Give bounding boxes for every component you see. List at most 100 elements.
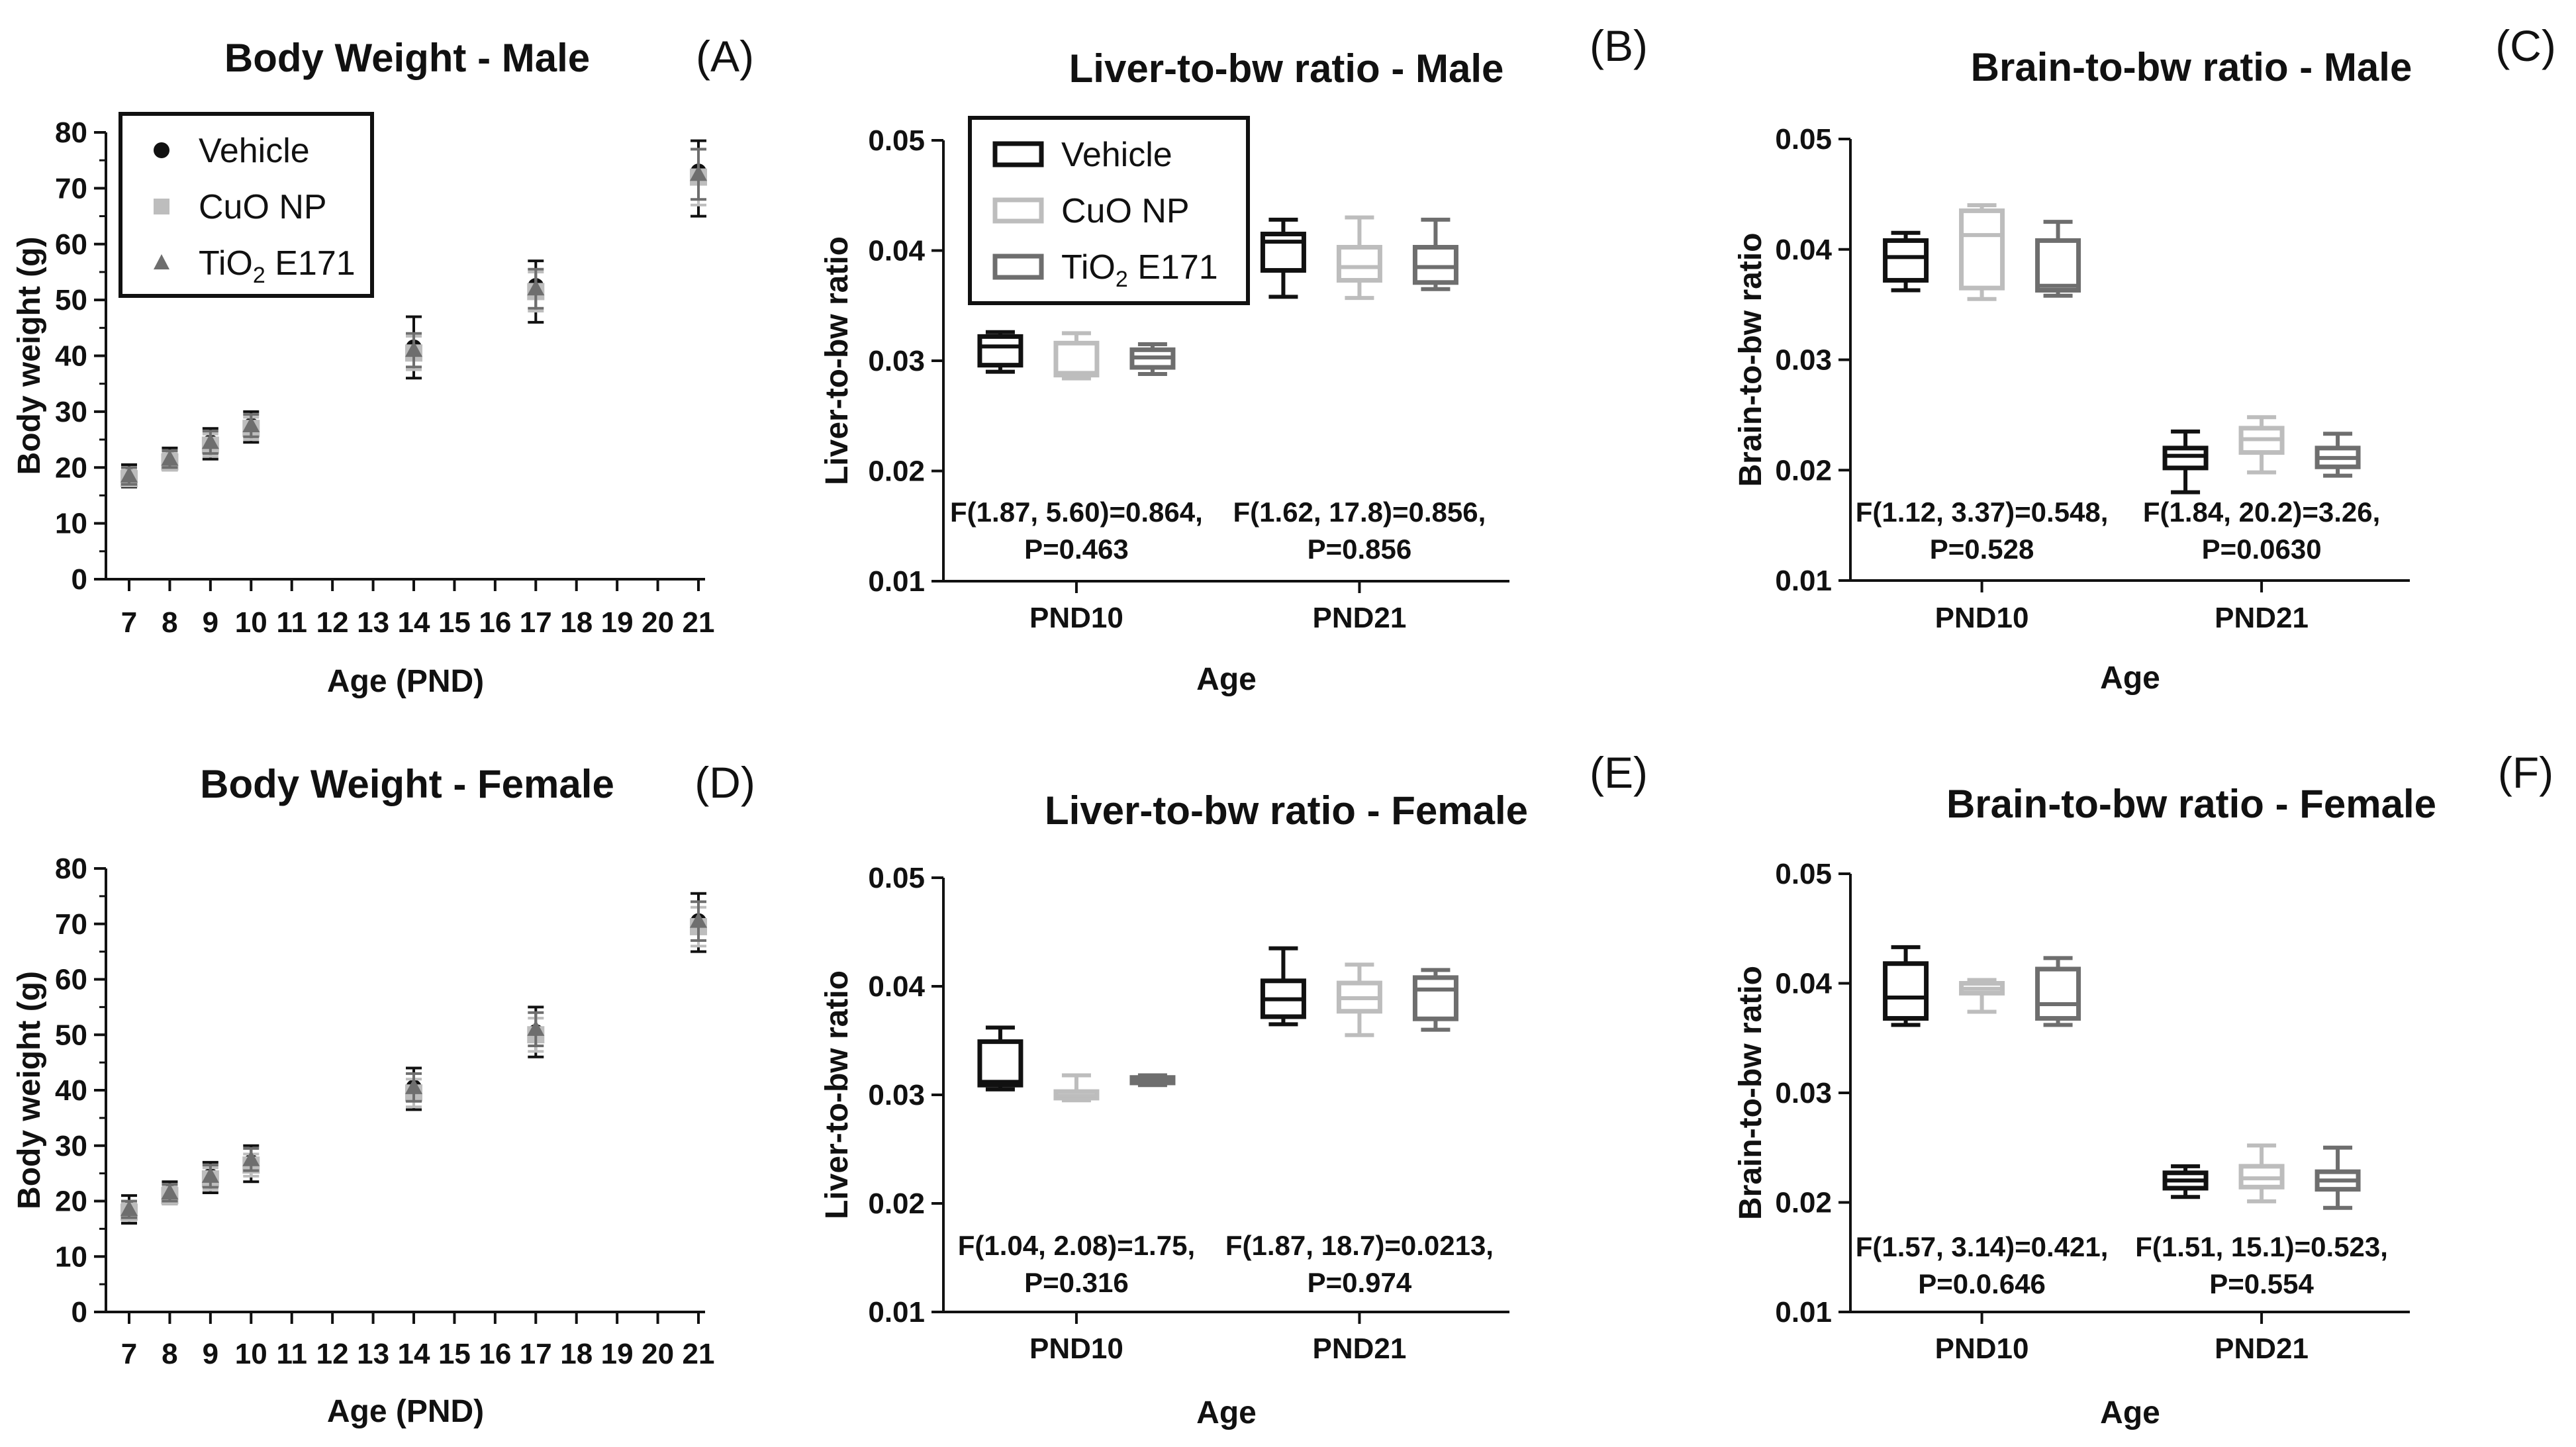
y-tick-label: 10 [55, 1240, 87, 1273]
x-axis-label: Age [1196, 1395, 1257, 1430]
data-point [527, 279, 545, 296]
panel-E: Liver-to-bw ratio - Female (E) 0.01 0.02 0.0… [820, 748, 1648, 1430]
data-point [242, 416, 260, 432]
y-tick-label: 30 [55, 1130, 87, 1162]
box-tio2-e171 [1412, 968, 1458, 1032]
legend-marker [992, 141, 1044, 167]
x-tick-label: 20 [642, 606, 674, 639]
x-tick-label: 21 [683, 606, 715, 639]
y-tick-label: 0.04 [868, 970, 925, 1003]
stat-annotation: P=0.554 [2209, 1268, 2314, 1299]
stat-annotation: F(1.84, 20.2)=3.26, [2143, 496, 2380, 528]
stat-annotation: F(1.87, 5.60)=0.864, [950, 496, 1203, 528]
box-iqr [977, 1039, 1024, 1088]
box-vehicle [1883, 945, 1929, 1027]
data-point [120, 466, 138, 483]
box-iqr [977, 334, 1024, 368]
legend-label: Vehicle [1061, 136, 1172, 174]
stat-annotation: P=0.0630 [2202, 534, 2322, 565]
y-tick-label: 30 [55, 396, 87, 428]
x-tick-label: 10 [235, 1338, 267, 1370]
x-tick-label: 11 [276, 1338, 307, 1370]
chart-title: Brain-to-bw ratio - Male [1971, 45, 2412, 89]
series-tio2-e171 [120, 900, 707, 1219]
y-tick-label: 0.01 [868, 565, 925, 598]
box-cuo-np [1336, 962, 1382, 1037]
legend-label: Vehicle [199, 132, 310, 170]
legend-marker [154, 254, 169, 269]
y-tick-label: 0.03 [1775, 344, 1832, 377]
y-tick-label: 0.02 [868, 1188, 925, 1220]
y-tick-label: 0.03 [868, 345, 925, 377]
box-vehicle [977, 1025, 1024, 1092]
data-point [201, 433, 219, 449]
x-axis-label: Age (PND) [327, 664, 484, 699]
stat-annotation: F(1.57, 3.14)=0.421, [1856, 1231, 2109, 1262]
y-tick-label: 0.05 [1775, 858, 1832, 890]
box-iqr [2035, 966, 2081, 1021]
data-point [201, 1166, 219, 1183]
x-tick-label: 16 [479, 606, 511, 639]
box-tio2-e171 [2035, 956, 2081, 1027]
x-tick-label: 8 [162, 1338, 177, 1370]
x-tick-label: 12 [316, 606, 349, 639]
box-tio2-e171 [2035, 220, 2081, 298]
box-cuo-np [1053, 1073, 1100, 1103]
y-axis-label: Body weight (g) [12, 237, 47, 475]
x-tick-label: 9 [203, 1338, 218, 1370]
panel-letter: (D) [694, 758, 755, 807]
x-tick-label: 14 [398, 1338, 430, 1370]
box-tio2-e171 [2314, 432, 2361, 478]
stat-annotation: P=0.316 [1024, 1267, 1129, 1298]
box-cuo-np [1959, 978, 2005, 1014]
x-tick-label: 17 [520, 606, 552, 639]
data-point [690, 911, 707, 928]
y-tick-label: 0.04 [1775, 968, 1832, 1000]
box-vehicle [2162, 429, 2209, 494]
box-cuo-np [1336, 215, 1382, 301]
x-tick-label: PND21 [1313, 1332, 1407, 1365]
y-tick-label: 0.01 [1775, 1296, 1832, 1329]
x-tick-label: PND10 [1029, 1332, 1123, 1365]
box-iqr [1883, 961, 1929, 1021]
box-tio2-e171 [1129, 1073, 1176, 1088]
box-cuo-np [2238, 415, 2285, 475]
x-tick-label: 18 [560, 606, 593, 639]
y-axis-label: Brain-to-bw ratio [1733, 233, 1768, 487]
chart-title: Liver-to-bw ratio - Female [1045, 788, 1528, 833]
y-tick-label: 80 [55, 853, 87, 885]
x-axis-label: Age [2100, 1395, 2160, 1430]
y-tick-label: 70 [55, 172, 87, 205]
y-tick-label: 0.01 [1775, 565, 1832, 597]
legend-label: CuO NP [199, 188, 327, 226]
x-tick-label: 7 [121, 606, 137, 639]
data-point [242, 1150, 260, 1166]
data-point [120, 1200, 138, 1217]
y-tick-label: 0 [72, 563, 87, 596]
box-iqr [1883, 238, 1929, 283]
y-axis-label: Liver-to-bw ratio [820, 970, 855, 1219]
x-tick-label: 13 [357, 1338, 389, 1370]
legend: Vehicle CuO NP TiO2 E171 [119, 112, 374, 298]
y-tick-label: 10 [55, 508, 87, 540]
x-axis-label: Age [1196, 662, 1257, 697]
box-iqr [2162, 445, 2209, 471]
panel-D: Body Weight - Female (D) 0 10 20 30 40 50 60 70 80… [12, 758, 755, 1429]
box-cuo-np [2238, 1143, 2285, 1203]
legend-label: TiO2 E171 [1061, 248, 1218, 292]
panel-B: Liver-to-bw ratio - Male (B) 0.01 0.02 0.03 0… [820, 21, 1648, 697]
stat-annotation: P=0.528 [1930, 534, 2034, 565]
box-vehicle [2162, 1164, 2209, 1199]
y-tick-label: 0.05 [1775, 123, 1832, 156]
chart-title: Brain-to-bw ratio - Female [1946, 782, 2436, 826]
box-iqr [1412, 245, 1458, 285]
stat-annotation: F(1.87, 18.7)=0.0213, [1225, 1230, 1494, 1261]
x-axis-label: Age [2100, 661, 2160, 696]
x-tick-label: 8 [162, 606, 177, 639]
stat-annotation: P=0.974 [1308, 1267, 1412, 1298]
x-tick-label: 9 [203, 606, 218, 639]
y-axis-label: Liver-to-bw ratio [820, 236, 855, 485]
y-tick-label: 20 [55, 451, 87, 484]
y-tick-label: 0.04 [868, 235, 925, 267]
box-iqr [1336, 245, 1382, 283]
